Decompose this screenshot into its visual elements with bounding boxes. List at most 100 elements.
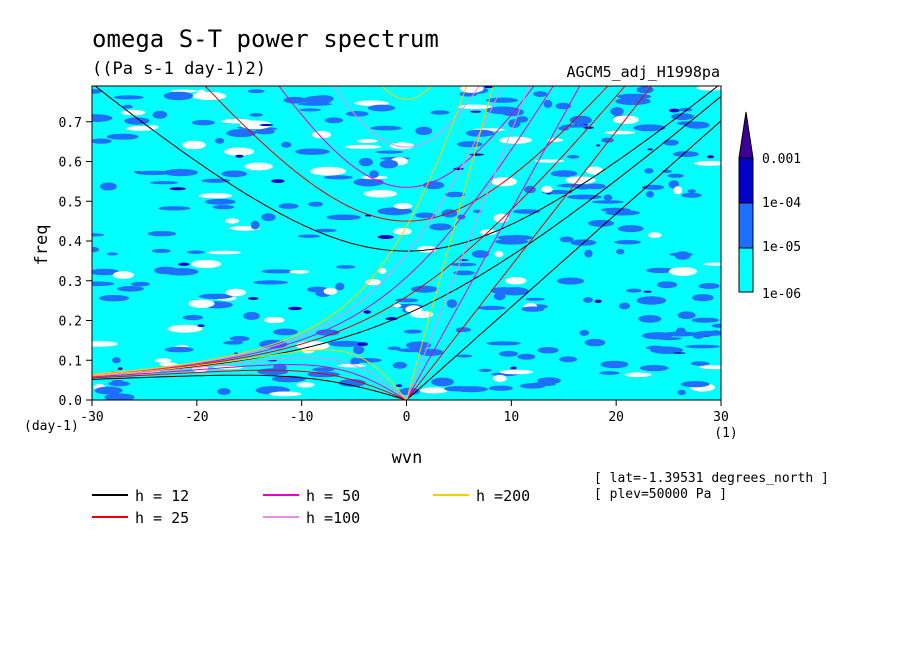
spectrum-patch	[395, 298, 419, 303]
gravity-curve-h12	[94, 86, 719, 252]
legend-label: h = 25	[135, 509, 189, 527]
spectrum-patch	[278, 203, 299, 209]
colorbar-segment	[738, 157, 754, 204]
spectrum-patch	[671, 113, 694, 120]
spectrum-patch	[225, 288, 247, 297]
spectrum-patch	[108, 381, 130, 387]
spectrum-patch	[618, 302, 631, 310]
legend-label: h =100	[306, 509, 360, 527]
spectrum-patch	[550, 170, 578, 177]
spectrum-patch	[488, 385, 513, 391]
spectrum-patch	[336, 265, 356, 269]
spectrum-patch	[453, 386, 488, 393]
rossby-curve-h200	[92, 349, 407, 400]
spectrum-patch	[692, 294, 714, 302]
spectrum-patch	[112, 357, 121, 364]
spectrum-patch	[346, 111, 369, 117]
spectrum-patch	[323, 175, 353, 180]
spectrum-patch	[698, 283, 720, 289]
spectrum-patch	[198, 193, 233, 199]
spectrum-patch	[94, 386, 123, 395]
spectrum-patch	[283, 96, 307, 104]
x-axis-unit: (1)	[714, 426, 737, 441]
spectrum-patch	[636, 86, 654, 94]
x-axis: -30 -20 -10 0 10 20 30	[80, 400, 729, 425]
x-tick-label: 10	[504, 410, 520, 425]
spectrum-patch	[198, 293, 233, 300]
spectrum-patch	[565, 176, 596, 184]
colorbar-label: 0.001	[762, 152, 801, 167]
spectrum-patch	[663, 139, 679, 146]
kelvin-curve-h50	[406, 86, 581, 400]
spectrum-patch	[287, 306, 302, 311]
spectrum-patch	[188, 299, 215, 308]
spectrum-patch	[642, 332, 673, 340]
spectrum-patch	[672, 352, 686, 354]
spectrum-patch	[377, 207, 413, 216]
spectrum-patch	[455, 327, 471, 333]
spectrum-patch	[446, 299, 458, 308]
spectrum-patch	[178, 262, 190, 266]
spectrum-patch	[247, 297, 259, 300]
spectrum-patch	[669, 108, 680, 113]
spectrum-patch	[557, 277, 585, 285]
spectrum-patch	[499, 369, 534, 375]
kelvin-curve-h200	[406, 86, 494, 400]
spectrum-patch	[603, 194, 613, 201]
chart-title: omega S-T power spectrum	[92, 25, 439, 53]
spectrum-patch	[92, 233, 105, 237]
spectrum-patch	[299, 108, 322, 112]
spectrum-patch	[367, 104, 396, 112]
spectrum-patch	[324, 117, 344, 124]
spectrum-patch	[584, 338, 606, 347]
spectrum-patch	[646, 267, 675, 274]
spectrum-patch	[261, 213, 276, 222]
spectrum-patch	[673, 186, 683, 195]
spectrum-patch	[250, 220, 260, 230]
run-label: AGCM5_adj_H1998pa	[566, 63, 720, 81]
rossby-curve-h12	[92, 374, 407, 400]
spectrum-patch	[125, 125, 157, 131]
spectrum-patch	[395, 384, 403, 387]
spectrum-patch	[403, 329, 422, 334]
spectrum-patch	[455, 354, 473, 358]
spectrum-patch	[591, 200, 625, 204]
spectrum-patch	[353, 178, 384, 187]
spectrum-patch	[149, 231, 174, 235]
spectrum-patch	[369, 170, 379, 178]
spectrum-patch	[117, 286, 144, 292]
spectrum-patch	[596, 144, 601, 147]
legend-label: h = 50	[306, 487, 360, 505]
colorbar-segment	[738, 247, 754, 293]
spectrum-patch	[240, 120, 272, 130]
plot-area	[91, 85, 722, 401]
spectrum-patch	[410, 285, 438, 293]
spectrum-patch	[494, 250, 504, 258]
spectrum-patch	[579, 329, 590, 336]
spectrum-patch	[163, 91, 194, 101]
spectrum-patch	[152, 110, 168, 119]
spectrum-patch	[616, 248, 625, 255]
legend-label: h = 12	[135, 487, 189, 505]
spectrum-patch	[377, 235, 394, 239]
spectrum-patch	[680, 381, 710, 388]
spectrum-patch	[393, 203, 413, 210]
spectrum-patch	[295, 148, 330, 155]
spectrum-patch	[357, 139, 378, 143]
spectrum-patch	[378, 268, 387, 274]
spectrum-patch	[269, 391, 302, 397]
y-tick-label: 0.4	[59, 235, 83, 250]
spectrum-patch	[512, 209, 541, 214]
spectrum-patch	[244, 162, 273, 171]
mixed-rossby-gravity-curve-h200	[92, 86, 468, 375]
colorbar-arrow	[738, 111, 754, 159]
spectrum-patch	[499, 136, 532, 144]
legend-label: h =200	[476, 487, 530, 505]
spectrum-patch	[150, 181, 179, 185]
spectrum-patch	[493, 374, 507, 382]
spectrum-patch	[617, 225, 644, 233]
dispersion-curves	[92, 86, 721, 400]
spectrum-patch	[253, 280, 288, 285]
colorbar-label: 1e-06	[762, 287, 801, 302]
spectrum-patch	[647, 232, 662, 238]
